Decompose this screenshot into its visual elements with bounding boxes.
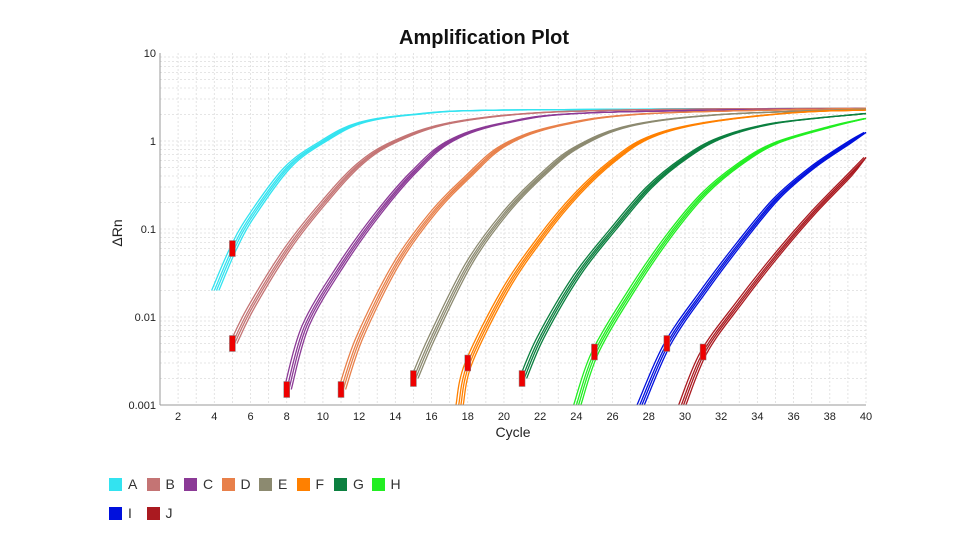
legend-item-E[interactable]: E bbox=[259, 476, 287, 492]
x-tick-label: 30 bbox=[679, 411, 691, 423]
x-tick-label: 38 bbox=[824, 411, 836, 423]
ct-marker-G bbox=[518, 370, 526, 387]
legend-label: B bbox=[165, 476, 175, 492]
ct-marker-J bbox=[699, 343, 707, 361]
x-tick-label: 20 bbox=[498, 411, 510, 423]
legend-swatch bbox=[221, 477, 235, 491]
ct-marker-D bbox=[337, 381, 345, 398]
legend-item-A[interactable]: A bbox=[109, 476, 137, 492]
ct-marker-H bbox=[591, 343, 598, 361]
series-line-C bbox=[290, 107, 867, 390]
x-tick-label: 6 bbox=[247, 411, 253, 423]
legend-label: D bbox=[240, 476, 251, 492]
x-tick-label: 16 bbox=[425, 411, 437, 423]
y-axis-label: ΔRn bbox=[109, 219, 125, 246]
y-tick-label: 0.01 bbox=[135, 312, 156, 324]
x-tick-label: 2 bbox=[175, 411, 181, 423]
x-tick-label: 34 bbox=[751, 411, 763, 423]
ct-marker-B bbox=[229, 335, 236, 352]
legend-label: H bbox=[390, 476, 401, 492]
chart-title: Amplification Plot bbox=[399, 27, 569, 49]
legend-swatch bbox=[296, 477, 310, 491]
y-tick-label: 0.001 bbox=[128, 400, 156, 412]
x-tick-label: 40 bbox=[860, 411, 872, 423]
ct-marker-I bbox=[663, 335, 671, 352]
ct-marker-F bbox=[464, 354, 471, 372]
series-line-A bbox=[218, 107, 867, 291]
y-tick-label: 10 bbox=[144, 48, 156, 60]
x-tick-label: 26 bbox=[606, 411, 618, 423]
legend-item-J[interactable]: J bbox=[146, 505, 173, 521]
legend-item-H[interactable]: H bbox=[371, 476, 401, 492]
legend-label: A bbox=[128, 476, 138, 492]
series-line-I bbox=[643, 131, 867, 406]
x-tick-label: 22 bbox=[534, 411, 546, 423]
legend-label: F bbox=[315, 476, 325, 492]
legend-swatch bbox=[109, 506, 122, 520]
series-lines bbox=[210, 107, 867, 406]
axes: 2 4 6 8 10 12 14 16 18 20 22 24 26 28 30 32 34 36 38 401010… bbox=[128, 48, 872, 423]
ct-marker-E bbox=[410, 370, 417, 387]
legend-item-I[interactable]: I bbox=[109, 505, 132, 521]
series-line-E bbox=[417, 108, 867, 379]
x-axis-label: Cycle bbox=[495, 424, 530, 440]
legend-label: J bbox=[165, 505, 173, 521]
series-line-B bbox=[236, 107, 867, 344]
legend-swatch bbox=[109, 477, 122, 491]
legend-swatch bbox=[146, 506, 160, 520]
legend-label: G bbox=[353, 476, 364, 492]
y-tick-label: 1 bbox=[150, 136, 156, 148]
series-line-J bbox=[685, 157, 867, 406]
x-tick-label: 28 bbox=[643, 411, 655, 423]
x-tick-label: 4 bbox=[211, 411, 217, 423]
grid bbox=[159, 53, 867, 406]
series-line-H bbox=[580, 117, 867, 406]
x-tick-label: 36 bbox=[787, 411, 799, 423]
legend-label: C bbox=[203, 476, 214, 492]
ct-marker-A bbox=[229, 240, 236, 257]
x-tick-label: 18 bbox=[462, 411, 474, 423]
x-tick-label: 10 bbox=[317, 411, 329, 423]
legend-item-F[interactable]: F bbox=[296, 476, 325, 492]
x-tick-label: 14 bbox=[389, 411, 401, 423]
legend-swatch bbox=[334, 477, 347, 491]
x-tick-label: 32 bbox=[715, 411, 727, 423]
legend-swatch bbox=[259, 477, 272, 491]
y-tick-label: 0.1 bbox=[141, 224, 156, 236]
legend-swatch bbox=[184, 477, 197, 491]
legend-item-C[interactable]: C bbox=[184, 476, 213, 492]
series-line-G bbox=[525, 112, 867, 379]
legend-label: E bbox=[278, 476, 288, 492]
x-tick-label: 12 bbox=[353, 411, 365, 423]
x-tick-label: 24 bbox=[570, 411, 582, 423]
legend-swatch bbox=[146, 477, 160, 491]
legend-item-B[interactable]: B bbox=[146, 476, 175, 492]
series-line-F bbox=[462, 109, 867, 406]
legend-item-D[interactable]: D bbox=[221, 476, 251, 492]
legend-item-G[interactable]: G bbox=[334, 476, 364, 492]
legend-label: I bbox=[128, 505, 132, 521]
x-tick-label: 8 bbox=[284, 411, 290, 423]
legend-swatch bbox=[371, 477, 385, 491]
series-line-D bbox=[344, 107, 867, 390]
ct-marker-C bbox=[283, 381, 290, 398]
